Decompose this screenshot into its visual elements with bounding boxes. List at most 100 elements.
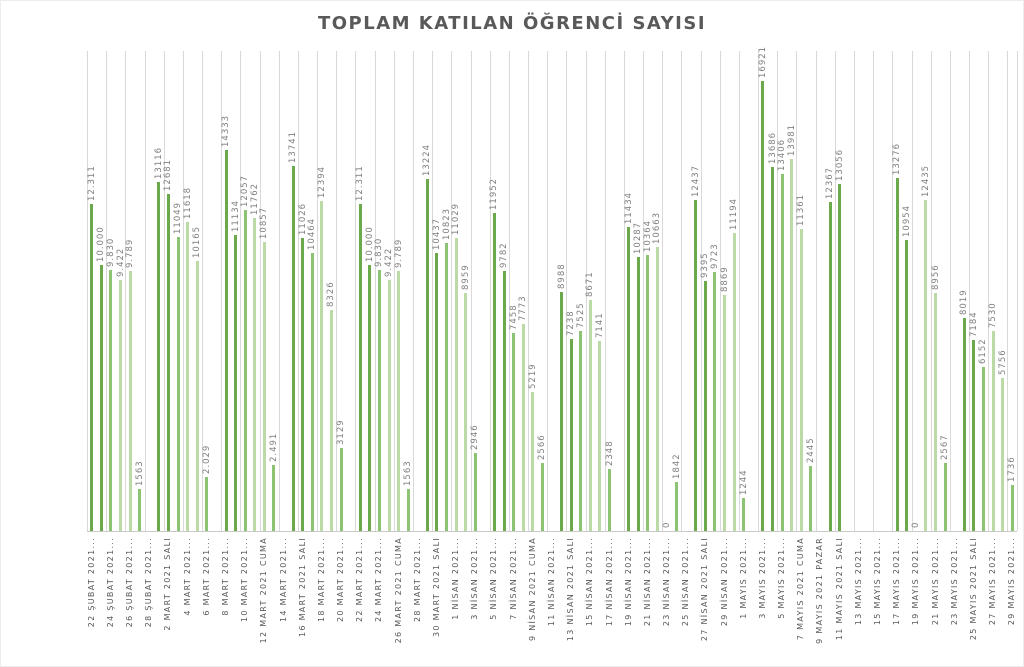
x-axis-label: 3 MAYIS 2021... [757, 537, 767, 619]
bar-value-label: 9.830 [105, 237, 116, 267]
bar [780, 174, 784, 531]
x-axis-label: 30 MART 2021 SALI [431, 537, 441, 638]
bar [234, 235, 238, 531]
bar [732, 233, 736, 531]
x-axis-label: 17 NİSAN 2021... [604, 537, 614, 627]
bar-value-label: 5219 [527, 363, 538, 389]
vertical-gridline [393, 51, 395, 531]
bar-value-label: 1842 [671, 453, 682, 479]
vertical-gridline [163, 51, 165, 531]
bar [790, 159, 794, 531]
vertical-gridline [738, 51, 740, 531]
bar-value-label: 13981 [786, 123, 797, 156]
x-axis-label: 5 MAYIS 2021... [777, 537, 787, 619]
bar-value-label: 9.830 [374, 237, 385, 267]
vertical-gridline [892, 51, 894, 531]
bar-value-label: 12437 [690, 164, 701, 197]
bar [377, 270, 381, 531]
x-axis-label: 1 MAYIS 2021... [738, 537, 748, 619]
vertical-gridline [106, 51, 108, 531]
x-axis-label: 6 MART 2021... [201, 537, 211, 616]
bar [771, 167, 774, 531]
bar-value-label: 10857 [259, 206, 270, 239]
vertical-gridline [1007, 51, 1009, 531]
bar [991, 331, 995, 531]
x-axis-label: 26 MART 2021 CUMA [393, 537, 403, 644]
x-axis-label: 24 MART 2021... [374, 537, 384, 622]
bar-value-label: 12.311 [86, 165, 97, 201]
x-axis-label: 12 MART 2021 CUMA [259, 537, 269, 644]
vertical-gridline [930, 51, 932, 531]
bar [195, 261, 199, 531]
bar-value-label: 13741 [288, 130, 299, 163]
vertical-gridline [949, 51, 951, 531]
bar [838, 184, 842, 531]
vertical-gridline [202, 51, 204, 531]
bar [502, 271, 506, 531]
bar-value-label: 10165 [192, 225, 203, 258]
bar-value-label: 8956 [930, 264, 941, 290]
bar [924, 200, 928, 531]
x-axis-label: 3 NİSAN 2021... [470, 537, 480, 620]
x-axis-line [87, 531, 1017, 532]
vertical-gridline [700, 51, 702, 531]
vertical-gridline [681, 51, 683, 531]
x-axis-label: 25 NİSAN 2021... [681, 537, 691, 627]
bar [90, 204, 94, 531]
bar-value-label: 7141 [594, 312, 605, 338]
bar [588, 300, 592, 531]
bar-value-label: 3129 [336, 419, 347, 445]
x-axis-label: 20 MART 2021... [336, 537, 346, 622]
bar-value-label: 1244 [738, 469, 749, 495]
bar [521, 324, 525, 531]
bar-value-label: 8326 [326, 281, 337, 307]
bar-value-label: 11049 [173, 201, 184, 234]
vertical-gridline [566, 51, 568, 531]
vertical-gridline [451, 51, 453, 531]
bar-value-label: 11029 [451, 202, 462, 235]
vertical-gridline [815, 51, 817, 531]
bar-value-label: 1736 [1007, 456, 1018, 482]
x-axis-label: 24 ŞUBAT 2021... [105, 537, 115, 628]
bar-value-label: 0 [911, 521, 922, 528]
x-axis-label: 10 MART 2021... [240, 537, 250, 622]
bar [301, 238, 305, 531]
bar-value-label: 2.029 [201, 444, 212, 474]
bar-value-label: 10464 [307, 217, 318, 250]
bar-value-label: 11952 [489, 177, 500, 210]
bar-value-label: 12.311 [355, 165, 366, 201]
x-axis-label: 13 MAYIS 2021... [853, 537, 863, 626]
bar [243, 210, 247, 531]
bar-value-label: 12681 [163, 158, 174, 191]
bar [560, 292, 564, 531]
bar-value-label: 10437 [431, 217, 442, 250]
bar [224, 150, 228, 531]
vertical-gridline [719, 51, 721, 531]
bar [569, 339, 573, 531]
x-axis-label: 15 MAYIS 2021... [872, 537, 882, 626]
bar-value-label: 7530 [988, 302, 999, 328]
bar [358, 204, 362, 531]
bar-value-label: 10954 [901, 204, 912, 237]
bar [627, 227, 631, 531]
x-axis-label: 16 MART 2021 SALI [297, 537, 307, 638]
bar-value-label: 13276 [892, 142, 903, 175]
bar-value-label: 2567 [940, 434, 951, 460]
x-axis-label: 29 NİSAN 2021... [719, 537, 729, 627]
x-axis-label: 11 NİSAN 2021... [547, 537, 556, 627]
vertical-gridline [623, 51, 625, 531]
bar-value-label: 2348 [604, 440, 615, 466]
x-axis-label: 13 NİSAN 2021 SALI [566, 537, 576, 642]
x-axis-label: 14 MART 2021... [278, 537, 288, 622]
bar-value-label: 12367 [825, 166, 836, 199]
bar [425, 179, 429, 531]
bar [713, 272, 717, 531]
x-axis-label: 21 MAYIS 2021... [930, 537, 940, 626]
bar [531, 392, 535, 531]
bar [368, 265, 372, 531]
chart-title: TOPLAM KATILAN ÖĞRENCİ SAYISI [317, 13, 707, 34]
bar [981, 367, 985, 531]
vertical-gridline [355, 51, 357, 531]
bar-value-label: 2566 [537, 434, 548, 460]
bar-value-label: 1563 [403, 460, 414, 486]
